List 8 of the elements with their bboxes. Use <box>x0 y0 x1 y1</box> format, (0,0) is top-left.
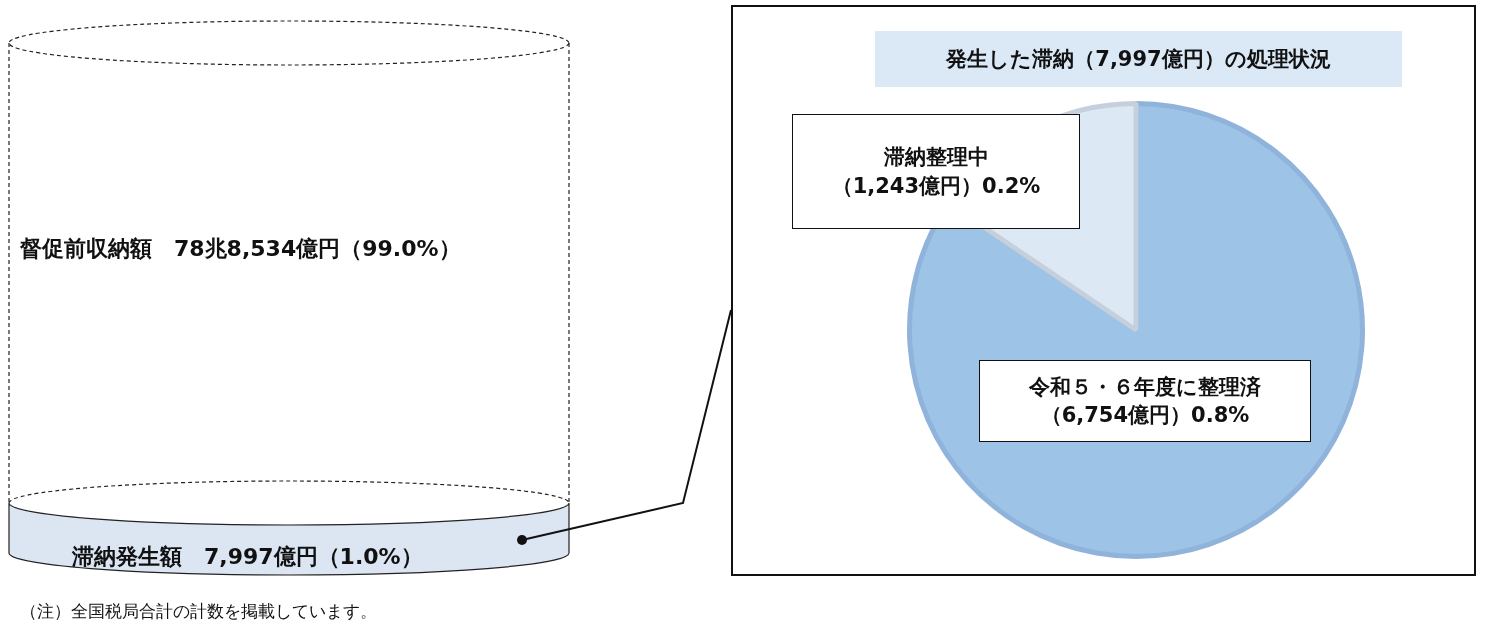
data-label: （1,243億円）0.2% <box>831 172 1041 200</box>
data-label: （6,754億円）0.8% <box>1040 402 1250 429</box>
text: 督促前収納額 78兆8,534億円（99.0%） <box>20 235 461 263</box>
text: （注）全国税局合計の計数を掲載しています。 <box>20 600 377 623</box>
chart-title: 発生した滞納（7,997億円）の処理状況 <box>875 31 1402 87</box>
slice-label: 令和５・６年度に整理済 <box>1029 373 1261 401</box>
slice-label: 滞納整理中 <box>883 144 989 172</box>
text: 滞納発生額 7,997億円（1.0%） <box>72 543 423 571</box>
